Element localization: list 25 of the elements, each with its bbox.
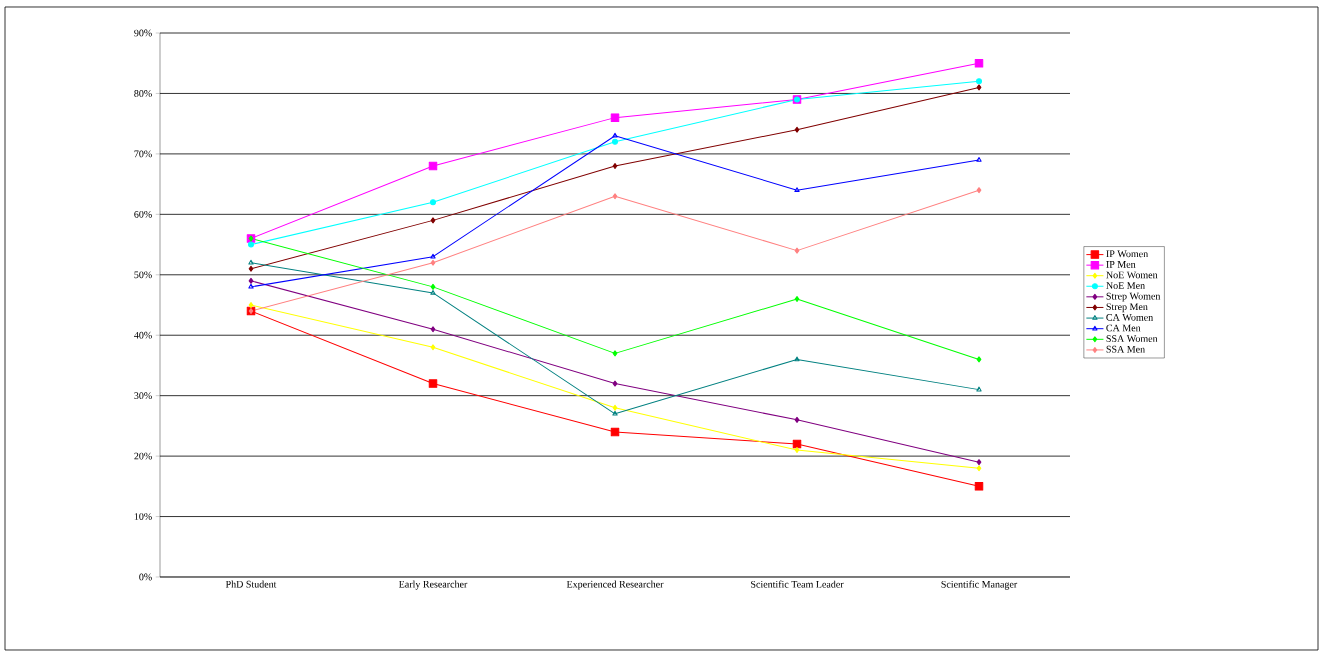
legend-label: NoE Men — [1106, 282, 1145, 289]
y-tick-label: 90% — [134, 29, 152, 37]
legend-label: IP Men — [1106, 261, 1136, 268]
y-tick-label: 0% — [139, 573, 152, 581]
y-tick-label: 10% — [134, 513, 152, 520]
y-tick-label: 40% — [134, 331, 152, 339]
y-tick-label: 30% — [134, 392, 152, 400]
x-tick-label: Experienced Researcher — [566, 580, 664, 590]
legend-label: NoE Women — [1106, 271, 1158, 279]
legend-label: Strep Men — [1106, 303, 1148, 313]
x-tick-label: Scientific Team Leader — [751, 580, 844, 588]
x-tick-label: Scientific Manager — [941, 580, 1018, 590]
legend-label: CA Women — [1106, 314, 1154, 321]
legend-label: Strep Women — [1106, 292, 1161, 302]
y-tick-label: 70% — [134, 150, 152, 158]
x-tick-label: Early Researcher — [399, 580, 468, 590]
legend-label: IP Women — [1106, 250, 1149, 258]
x-tick-label: PhD Student — [225, 580, 277, 588]
legend-label: CA Men — [1106, 324, 1141, 332]
y-tick-label: 50% — [134, 271, 152, 279]
legend-label: SSA Men — [1106, 345, 1145, 353]
y-tick-label: 80% — [134, 90, 152, 97]
legend-label: SSA Women — [1106, 335, 1158, 343]
y-tick-label: 20% — [134, 452, 152, 460]
y-tick-label: 60% — [134, 210, 152, 218]
